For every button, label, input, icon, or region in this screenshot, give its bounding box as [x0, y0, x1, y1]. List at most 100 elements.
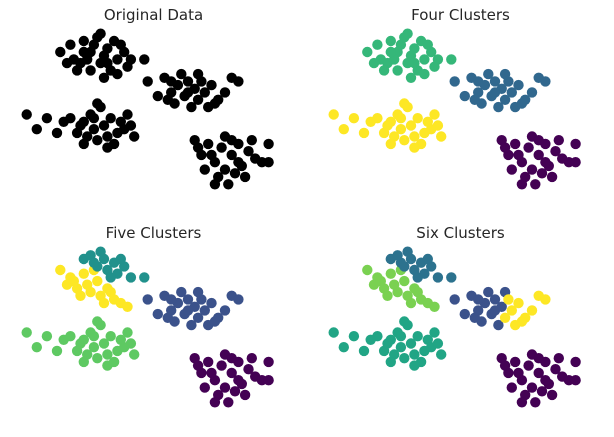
- scatter-point: [199, 305, 210, 316]
- scatter-point: [203, 356, 214, 368]
- scatter-point: [395, 113, 407, 124]
- scatter-point: [409, 349, 420, 360]
- scatter-point: [75, 120, 86, 131]
- scatter-point: [432, 272, 444, 283]
- scatter-point: [102, 142, 113, 153]
- scatter-point: [223, 179, 234, 190]
- scatter-point: [125, 338, 137, 349]
- scatter-point: [192, 68, 204, 80]
- scatter-point: [102, 360, 113, 371]
- scatter-point: [513, 79, 524, 91]
- scatter-point: [88, 113, 100, 124]
- scatter-point: [216, 142, 227, 153]
- scatter-point: [68, 275, 80, 287]
- scatter-point: [55, 264, 66, 276]
- scatter-point: [78, 138, 90, 150]
- scatter-point: [206, 79, 217, 91]
- scatter-point: [182, 294, 194, 305]
- scatter-point: [395, 124, 407, 135]
- scatter-point: [459, 308, 470, 320]
- scatter-point: [112, 68, 123, 80]
- scatter-point: [506, 164, 517, 175]
- scatter-point: [378, 65, 390, 76]
- scatter-point: [493, 101, 504, 113]
- scatter-point: [402, 246, 413, 257]
- scatter-point: [550, 146, 561, 157]
- scatter-point: [550, 364, 561, 375]
- scatter-point: [105, 272, 116, 283]
- scatter-point: [88, 39, 100, 50]
- scatter-point: [31, 342, 42, 353]
- scatter-point: [513, 149, 524, 161]
- scatter-point: [219, 164, 231, 175]
- scatter-point: [209, 179, 221, 190]
- scatter-point: [78, 46, 90, 58]
- scatter-point: [399, 316, 410, 327]
- scatter-point: [409, 360, 420, 371]
- scatter-point: [199, 87, 210, 98]
- scatter-point: [506, 305, 517, 316]
- scatter-point: [372, 39, 383, 50]
- scatter-point: [226, 135, 237, 146]
- scatter-point: [263, 157, 274, 168]
- scatter-point: [392, 286, 403, 298]
- scatter-point: [219, 87, 231, 98]
- scatter-point: [75, 290, 86, 301]
- scatter-point: [536, 386, 548, 397]
- scatter-point: [203, 138, 214, 150]
- scatter-point: [176, 68, 187, 80]
- scatter-point: [533, 135, 544, 146]
- scatter-point: [246, 353, 257, 364]
- scatter-point: [125, 54, 137, 65]
- scatter-point: [530, 179, 541, 190]
- scatter-point: [65, 39, 76, 50]
- scatter-point: [31, 124, 42, 135]
- scatter-point: [395, 39, 407, 50]
- scatter-point: [483, 286, 494, 298]
- scatter-point: [95, 28, 106, 39]
- scatter-point: [540, 294, 551, 305]
- scatter-point: [432, 338, 444, 349]
- scatter-point: [382, 338, 393, 349]
- scatter-plot-original-data: [21, 28, 274, 190]
- scatter-point: [358, 345, 370, 357]
- scatter-point: [499, 142, 511, 153]
- scatter-point: [226, 353, 237, 364]
- scatter-plot-six-clusters: [328, 246, 581, 408]
- scatter-point: [105, 331, 116, 342]
- scatter-point: [432, 54, 444, 65]
- scatter-point: [513, 297, 524, 309]
- scatter-point: [499, 312, 511, 323]
- scatter-point: [412, 331, 423, 342]
- scatter-point: [192, 94, 204, 106]
- scatter-point: [540, 157, 551, 168]
- scatter-point: [422, 253, 433, 265]
- scatter-point: [530, 397, 541, 408]
- scatter-point: [88, 257, 100, 268]
- scatter-point: [233, 157, 244, 168]
- scatter-point: [186, 101, 197, 113]
- scatter-point: [510, 138, 521, 150]
- scatter-point: [98, 72, 110, 84]
- scatter-point: [489, 305, 501, 316]
- scatter-point: [105, 113, 116, 124]
- scatter-point: [226, 367, 237, 379]
- scatter-point: [412, 272, 423, 283]
- scatter-point: [98, 120, 110, 131]
- scatter-point: [493, 319, 504, 331]
- scatter-point: [78, 356, 90, 368]
- scatter-point: [368, 57, 380, 69]
- scatter-point: [489, 87, 501, 98]
- scatter-point: [192, 360, 204, 371]
- scatter-plot-four-clusters: [328, 28, 581, 190]
- scatter-point: [122, 301, 133, 312]
- scatter-point: [395, 331, 407, 342]
- scatter-point: [88, 342, 100, 353]
- scatter-point: [182, 305, 194, 316]
- scatter-point: [78, 268, 90, 279]
- scatter-point: [405, 297, 417, 309]
- scatter-point: [499, 360, 511, 371]
- scatter-point: [186, 319, 197, 331]
- scatter-point: [102, 57, 113, 69]
- scatter-point: [102, 349, 113, 360]
